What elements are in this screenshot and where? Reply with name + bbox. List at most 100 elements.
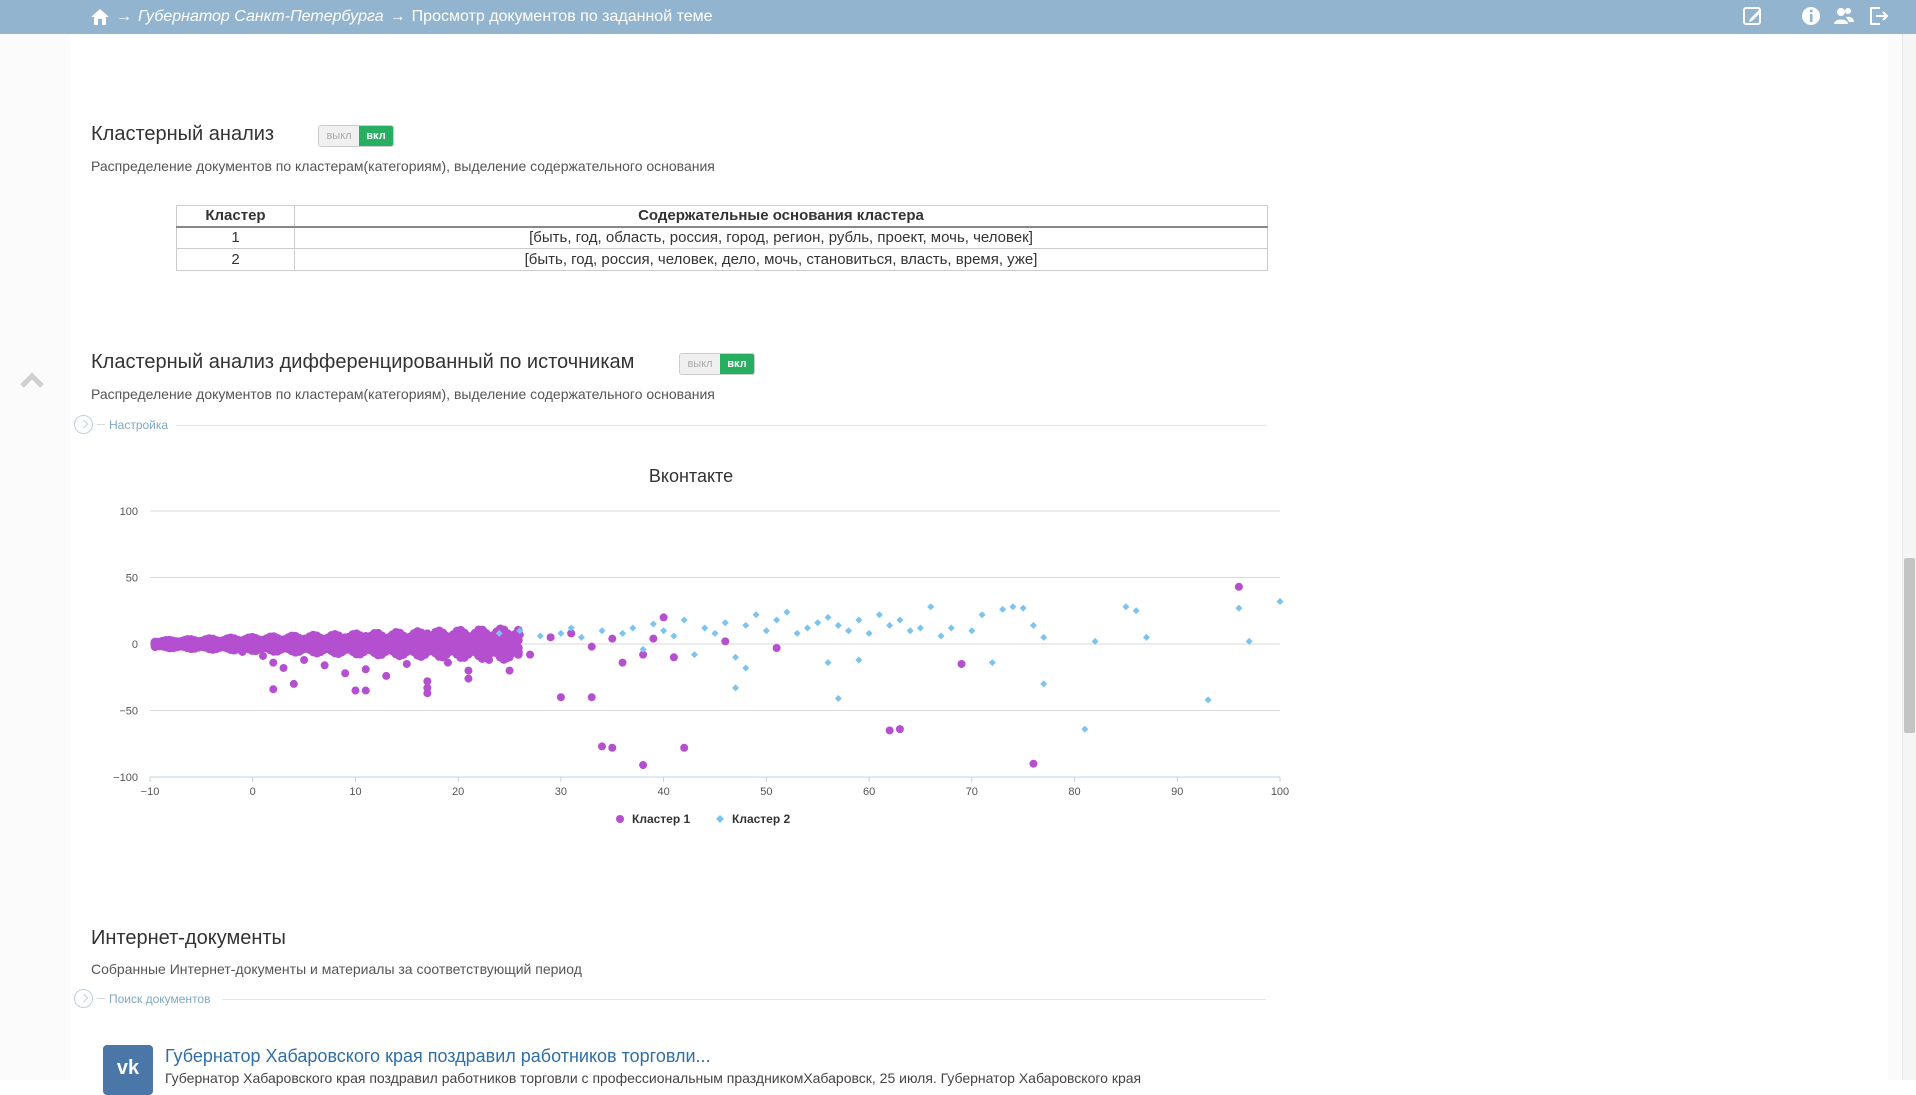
settings-label[interactable]: Настройка <box>109 418 168 432</box>
cluster1-point <box>269 685 277 693</box>
settings-expander[interactable]: Настройка <box>74 415 168 434</box>
column-header-keywords: Содержательные основания кластера <box>295 206 1268 227</box>
cluster1-point <box>300 656 308 664</box>
cluster1-point <box>228 643 236 651</box>
cluster1-point <box>444 633 452 641</box>
cluster2-point <box>845 627 852 634</box>
breadcrumb-current-page: Просмотр документов по заданной теме <box>412 0 713 34</box>
cluster2-point <box>722 619 729 626</box>
internet-documents-description: Собранные Интернет-документы и материалы… <box>91 961 582 977</box>
cluster2-point <box>855 617 862 624</box>
document-snippet: Губернатор Хабаровского края поздравил р… <box>165 1070 1265 1086</box>
cluster-keywords-cell: [быть, год, область, россия, город, реги… <box>295 227 1268 249</box>
cluster2-point <box>1040 634 1047 641</box>
cluster2-point <box>855 656 862 663</box>
cluster-analysis-toggle[interactable]: выкл вкл <box>318 125 394 147</box>
expand-arrow-icon[interactable] <box>74 989 93 1008</box>
cluster-analysis-title: Кластерный анализ <box>91 123 274 146</box>
breadcrumb-governor-link[interactable]: Губернатор Санкт-Петербурга <box>138 0 384 34</box>
cluster1-point <box>269 659 277 667</box>
toggle-on-label[interactable]: вкл <box>359 126 393 146</box>
x-tick-label: 0 <box>250 786 256 798</box>
cluster2-point <box>835 695 842 702</box>
x-tick-label: 20 <box>452 786 464 798</box>
cluster1-point <box>259 641 267 649</box>
cluster2-point <box>907 627 914 634</box>
cluster1-point <box>156 639 164 647</box>
cluster-id-cell: 1 <box>177 227 295 249</box>
cluster1-point <box>403 660 411 668</box>
scrollbar-track[interactable] <box>1902 34 1916 1080</box>
cluster1-point <box>300 635 308 643</box>
cluster2-point <box>783 609 790 616</box>
cluster1-point <box>372 647 380 655</box>
document-title-link[interactable]: Губернатор Хабаровского края поздравил р… <box>165 1046 711 1067</box>
cluster1-point <box>886 726 894 734</box>
cluster2-point <box>1081 726 1088 733</box>
expand-arrow-icon[interactable] <box>74 415 93 434</box>
users-icon[interactable] <box>1833 5 1855 27</box>
cluster2-point <box>537 633 544 640</box>
cluster1-point <box>721 637 729 645</box>
cluster2-point <box>712 630 719 637</box>
cluster2-point <box>557 630 564 637</box>
cluster1-point <box>362 632 370 640</box>
cluster1-point <box>238 639 246 647</box>
cluster1-point <box>290 639 298 647</box>
cluster2-point <box>732 684 739 691</box>
cluster1-point <box>639 761 647 769</box>
cluster2-point <box>814 619 821 626</box>
cluster1-point <box>619 659 627 667</box>
x-tick-label: −10 <box>141 786 160 798</box>
legend-label-cluster1: Кластер 1 <box>632 812 691 826</box>
cluster1-point <box>280 664 288 672</box>
cluster2-point <box>753 611 760 618</box>
cluster2-point <box>1030 622 1037 629</box>
cluster2-point <box>968 627 975 634</box>
divider <box>222 999 1266 1000</box>
cluster1-point <box>958 660 966 668</box>
document-search-expander[interactable]: Поиск документов <box>74 989 210 1008</box>
source-cluster-analysis-description: Распределение документов по кластерам(ка… <box>91 386 715 402</box>
cluster-keywords-cell: [быть, год, россия, человек, дело, мочь,… <box>295 249 1268 271</box>
info-icon[interactable] <box>1800 5 1822 27</box>
cluster1-point <box>238 648 246 656</box>
cluster1-point <box>485 645 493 653</box>
column-header-cluster: Кластер <box>177 206 295 227</box>
scrollbar-thumb[interactable] <box>1904 558 1915 733</box>
cluster2-point <box>804 625 811 632</box>
cluster2-point <box>742 664 749 671</box>
cluster1-point <box>321 661 329 669</box>
x-tick-label: 30 <box>555 786 567 798</box>
legend-marker-cluster1 <box>616 815 624 823</box>
toggle-off-label[interactable]: выкл <box>680 354 720 374</box>
cluster1-point <box>382 672 390 680</box>
cluster2-point <box>886 622 893 629</box>
breadcrumb: → Губернатор Санкт-Петербурга → Просмотр… <box>90 0 713 34</box>
cluster1-point <box>362 665 370 673</box>
x-tick-label: 10 <box>349 786 361 798</box>
cluster1-point <box>331 645 339 653</box>
logout-icon[interactable] <box>1867 5 1889 27</box>
toggle-off-label[interactable]: выкл <box>319 126 359 146</box>
cluster2-point <box>578 634 585 641</box>
edit-icon[interactable] <box>1742 5 1764 27</box>
document-search-label[interactable]: Поиск документов <box>109 992 210 1006</box>
cluster1-point <box>526 651 534 659</box>
home-icon[interactable] <box>90 7 110 27</box>
toggle-on-label[interactable]: вкл <box>720 354 754 374</box>
cluster1-point <box>475 632 483 640</box>
cluster1-point <box>351 687 359 695</box>
source-cluster-analysis-toggle[interactable]: выкл вкл <box>679 353 755 375</box>
cluster2-point <box>794 630 801 637</box>
y-tick-label: 100 <box>120 506 138 518</box>
cluster2-point <box>927 603 934 610</box>
table-row: 2 [быть, год, россия, человек, дело, моч… <box>177 249 1268 271</box>
scroll-to-top-icon[interactable] <box>20 370 44 388</box>
cluster1-point <box>454 628 462 636</box>
cluster1-point <box>403 648 411 656</box>
cluster1-point <box>444 659 452 667</box>
cluster1-point <box>321 636 329 644</box>
cluster1-point <box>598 742 606 750</box>
